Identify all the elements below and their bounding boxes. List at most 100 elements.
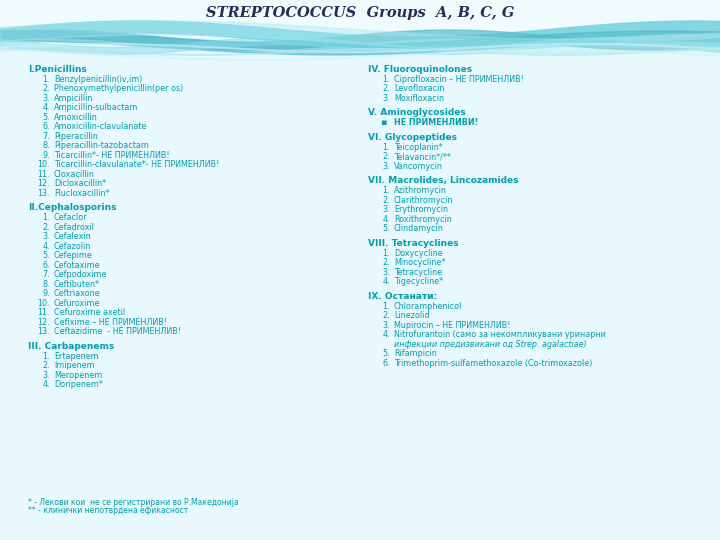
Text: Rifampicin: Rifampicin [394,349,437,359]
Text: 7.: 7. [42,132,50,141]
Text: Nitrofurantoin (само за некомпликувани уринарни: Nitrofurantoin (само за некомпликувани у… [394,330,606,339]
Text: ▪: ▪ [380,118,387,127]
Text: 10.: 10. [37,299,50,308]
Text: VII. Macrolides, Lincozamides: VII. Macrolides, Lincozamides [368,177,518,185]
Text: Trimethoprim-sulfamethoxazole (Co-trimoxazole): Trimethoprim-sulfamethoxazole (Co-trimox… [394,359,593,368]
Text: Amoxicillin: Amoxicillin [54,113,98,122]
Text: Cefpodoxime: Cefpodoxime [54,271,107,280]
Text: 8.: 8. [42,141,50,151]
Text: 6.: 6. [42,261,50,270]
Text: 2.: 2. [42,84,50,93]
Text: VI. Glycopeptides: VI. Glycopeptides [368,133,457,142]
Text: Roxithromycin: Roxithromycin [394,215,451,224]
Text: Piperacillin: Piperacillin [54,132,98,141]
Text: Ampicillin: Ampicillin [54,94,94,103]
Text: 3.: 3. [382,268,390,277]
Text: 11.: 11. [37,308,50,318]
Text: 1.: 1. [382,186,390,195]
Text: ** - клинички непотврдена ефикасност: ** - клинички непотврдена ефикасност [28,506,188,515]
Text: 13.: 13. [37,189,50,198]
Text: Cefaclor: Cefaclor [54,213,88,222]
Text: 3.: 3. [382,162,390,171]
Text: Minocycline*: Minocycline* [394,258,446,267]
Text: 10.: 10. [37,160,50,170]
Text: Ticarcillin*- НЕ ПРИМЕНЛИВ!: Ticarcillin*- НЕ ПРИМЕНЛИВ! [54,151,170,160]
Text: Moxifloxacin: Moxifloxacin [394,94,444,103]
Text: 1.: 1. [382,302,390,311]
Text: Cefuroxime: Cefuroxime [54,299,101,308]
Text: 1.: 1. [382,143,390,152]
Text: 9.: 9. [42,289,50,299]
Text: Piperacillin-tazobactam: Piperacillin-tazobactam [54,141,149,151]
Text: Meropenem: Meropenem [54,371,102,380]
Text: 4.: 4. [42,104,50,112]
Text: Cefuroxime axetil: Cefuroxime axetil [54,308,125,318]
Text: Clarithromycin: Clarithromycin [394,196,454,205]
Text: 2.: 2. [42,361,50,370]
Text: 11.: 11. [37,170,50,179]
Text: 2.: 2. [382,152,390,161]
Text: Linezolid: Linezolid [394,312,430,320]
Text: Mupirocin – НЕ ПРИМЕНЛИВ!: Mupirocin – НЕ ПРИМЕНЛИВ! [394,321,510,330]
Text: 5.: 5. [42,113,50,122]
Text: инфекции предизвикани од Strep. agalactiae): инфекции предизвикани од Strep. agalacti… [394,340,587,349]
Text: 12.: 12. [37,318,50,327]
Text: VIII. Tetracyclines: VIII. Tetracyclines [368,239,459,248]
Text: 3.: 3. [42,232,50,241]
Text: II.Cephalosporins: II.Cephalosporins [28,204,117,212]
Text: Cefotaxime: Cefotaxime [54,261,101,270]
Text: 7.: 7. [42,271,50,280]
Text: 5.: 5. [382,349,390,359]
Text: Cefalexin: Cefalexin [54,232,91,241]
Text: Cloxacillin: Cloxacillin [54,170,95,179]
Text: 12.: 12. [37,179,50,188]
Text: V. Aminoglycosides: V. Aminoglycosides [368,109,466,118]
Text: 4.: 4. [42,242,50,251]
Text: НЕ ПРИМЕНЛИВИ!: НЕ ПРИМЕНЛИВИ! [394,118,478,127]
Text: Tigecycline*: Tigecycline* [394,278,443,286]
Text: Benzylpenicillin(iv,im): Benzylpenicillin(iv,im) [54,75,143,84]
Text: 2.: 2. [382,196,390,205]
Text: 6.: 6. [42,123,50,131]
Text: Levofloxacin: Levofloxacin [394,84,444,93]
Text: Imipenem: Imipenem [54,361,94,370]
Text: 1.: 1. [42,213,50,222]
Text: Telavancin*/**: Telavancin*/** [394,152,451,161]
Text: 3.: 3. [42,94,50,103]
Text: Clindamycin: Clindamycin [394,225,444,233]
Text: 1.: 1. [382,249,390,258]
Text: 4.: 4. [382,215,390,224]
Text: Flucloxacillin*: Flucloxacillin* [54,189,109,198]
Text: Ceftibuten*: Ceftibuten* [54,280,100,289]
Text: 2.: 2. [382,258,390,267]
Text: 2.: 2. [382,84,390,93]
Text: Ciprofloxacin – НЕ ПРИМЕНЛИВ!: Ciprofloxacin – НЕ ПРИМЕНЛИВ! [394,75,524,84]
Text: Erythromycin: Erythromycin [394,205,448,214]
Text: 13.: 13. [37,327,50,336]
Text: Ceftriaxone: Ceftriaxone [54,289,101,299]
Text: Tetracycline: Tetracycline [394,268,442,277]
Text: 4.: 4. [382,278,390,286]
Text: 3.: 3. [42,371,50,380]
Text: Ceftazidime  - НЕ ПРИМЕНЛИВ!: Ceftazidime - НЕ ПРИМЕНЛИВ! [54,327,181,336]
Text: Dicloxacillin*: Dicloxacillin* [54,179,106,188]
Text: Ticarcillin-clavulanate*- НЕ ПРИМЕНЛИВ!: Ticarcillin-clavulanate*- НЕ ПРИМЕНЛИВ! [54,160,220,170]
Text: 3.: 3. [382,205,390,214]
Text: 5.: 5. [42,252,50,260]
Text: 5.: 5. [382,225,390,233]
Text: Cefadroxil: Cefadroxil [54,223,95,232]
Text: 1.: 1. [382,75,390,84]
Text: Cefazolin: Cefazolin [54,242,91,251]
Text: Ertapenem: Ertapenem [54,352,99,361]
Text: 1.: 1. [42,75,50,84]
Text: Doxycycline: Doxycycline [394,249,443,258]
Text: Azithromycin: Azithromycin [394,186,447,195]
Text: IV. Fluoroquinolones: IV. Fluoroquinolones [368,65,472,74]
Text: 8.: 8. [42,280,50,289]
Text: 3.: 3. [382,94,390,103]
Text: * - Лекови кои  не се регистрирани во Р.Македонија: * - Лекови кои не се регистрирани во Р.М… [28,498,239,507]
Text: 3.: 3. [382,321,390,330]
Text: III. Carbapenems: III. Carbapenems [28,342,114,351]
Text: 4.: 4. [382,330,390,339]
Text: Chloramphenicol: Chloramphenicol [394,302,462,311]
